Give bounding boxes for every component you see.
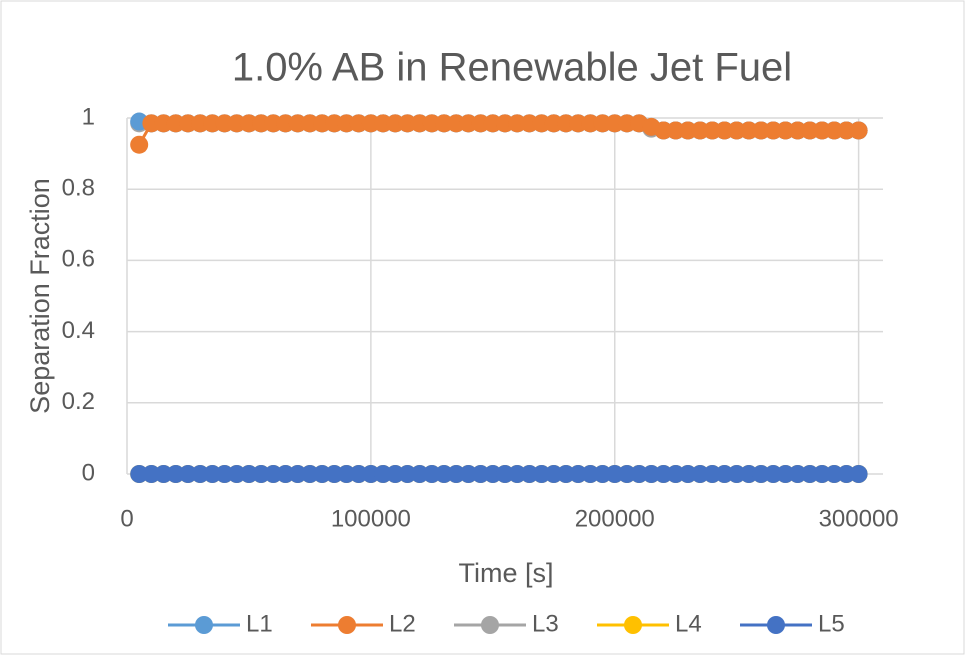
y-tick-label: 0 [82, 459, 95, 486]
chart-title: 1.0% AB in Renewable Jet Fuel [232, 46, 792, 90]
y-axis-title: Separation Fraction [25, 178, 55, 414]
x-axis-title: Time [s] [458, 558, 553, 588]
legend: L1 L2 L3 L4 L5 [168, 610, 845, 637]
legend-marker [195, 616, 213, 634]
data-point [849, 465, 868, 483]
y-tick-label: 0.4 [62, 317, 95, 344]
legend-label: L2 [389, 610, 416, 637]
legend-label: L5 [818, 610, 845, 637]
legend-marker [338, 616, 356, 634]
legend-marker [481, 616, 499, 634]
x-tick-label: 0 [120, 505, 133, 532]
y-tick-label: 0.2 [62, 388, 95, 415]
y-tick-label: 0.8 [62, 175, 95, 202]
legend-label: L3 [532, 610, 559, 637]
y-tick-label: 0.6 [62, 246, 95, 273]
legend-marker [624, 616, 642, 634]
y-tick-label: 1 [82, 103, 95, 130]
legend-label: L1 [246, 610, 273, 637]
x-tick-label: 200000 [575, 505, 655, 532]
x-tick-label: 100000 [331, 505, 411, 532]
data-point [849, 121, 868, 140]
data-point [130, 135, 149, 154]
plot-area [130, 112, 868, 483]
legend-label: L4 [675, 610, 702, 637]
legend-marker [767, 616, 785, 634]
x-tick-label: 300000 [819, 505, 899, 532]
